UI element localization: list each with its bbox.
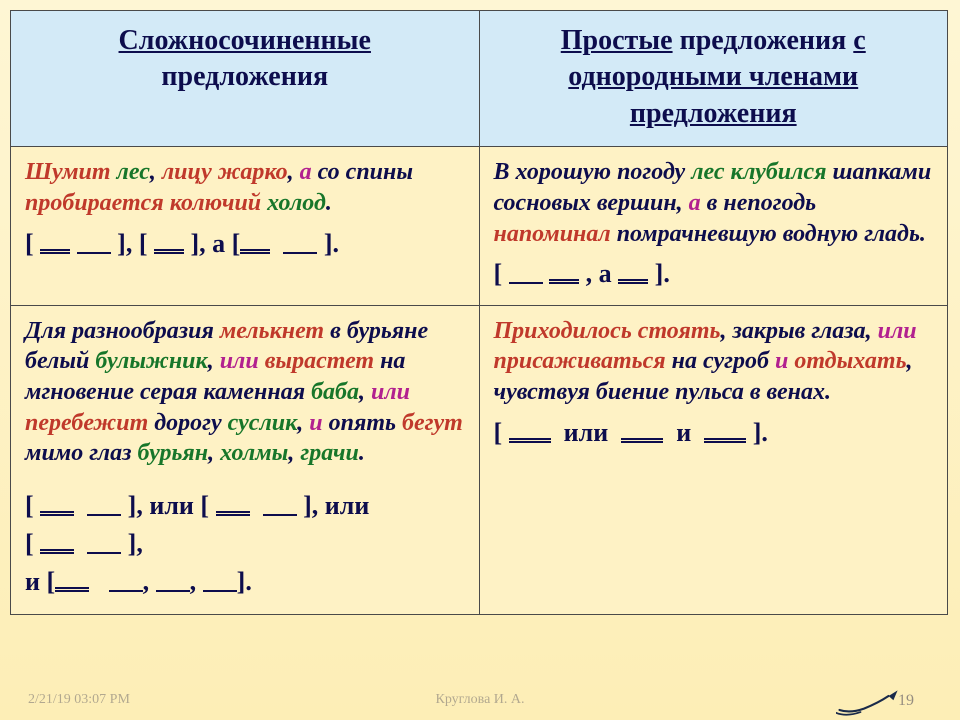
schema-r1c1: [ ], [ ], а [ ]. [25,227,465,260]
header-simple: Простые предложения с однородными членам… [479,11,948,147]
footer: 2/21/19 03:07 PM Круглова И. А. 19 [0,692,960,714]
footer-author: Круглова И. А. [435,692,524,708]
header-compound-line2: предложения [161,61,328,92]
footer-page: 19 [898,692,914,710]
slide: Сложносочиненные предложения Простые пре… [0,0,960,720]
cell-r1c1: Шумит лес, лицу жарко, а со спины пробир… [11,147,480,305]
comparison-table: Сложносочиненные предложения Простые пре… [10,10,948,615]
schema-r2c2: [ или и ]. [494,416,934,449]
header-simple-w1: Простые [561,25,673,56]
schema-r1c2: [ , а ]. [494,257,934,290]
cell-r2c1: Для разнообразия мелькнет в бурьяне белы… [11,305,480,615]
cell-r1c2: В хорошую погоду лес клубился шапками со… [479,147,948,305]
sentence-r2c2: Приходилось стоять, закрыв глаза, или пр… [494,316,934,408]
schema-r2c1: [ ], или [ ], или [ ], и [ , , ]. [25,487,465,600]
cell-r2c2: Приходилось стоять, закрыв глаза, или пр… [479,305,948,615]
sentence-r2c1: Для разнообразия мелькнет в бурьяне белы… [25,316,465,470]
sentence-r1c1: Шумит лес, лицу жарко, а со спины пробир… [25,157,465,218]
footer-date: 2/21/19 03:07 PM [28,692,130,708]
header-compound-line1: Сложносочиненные [119,25,371,56]
header-compound: Сложносочиненные предложения [11,11,480,147]
sentence-r1c2: В хорошую погоду лес клубился шапками со… [494,157,934,249]
